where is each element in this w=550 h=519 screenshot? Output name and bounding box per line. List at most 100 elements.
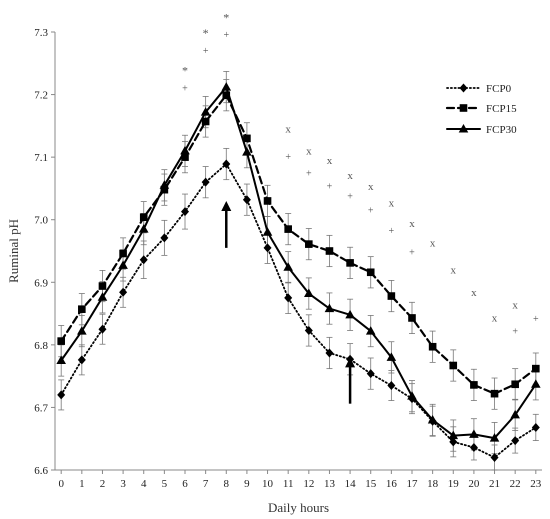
y-tick-label: 7.1 — [34, 152, 48, 164]
point-fcp15 — [532, 364, 540, 373]
point-fcp0 — [490, 452, 499, 462]
significance-cross: x — [306, 145, 312, 157]
x-tick-label: 13 — [324, 478, 336, 490]
legend-marker-fcp15 — [459, 104, 468, 112]
x-tick-label: 11 — [283, 478, 294, 490]
significance-plus: + — [368, 205, 374, 216]
x-tick-label: 15 — [365, 478, 377, 490]
point-fcp30 — [97, 292, 108, 301]
point-fcp0 — [201, 177, 210, 187]
legend-entry-fcp30: FCP30 — [446, 124, 517, 136]
significance-plus: + — [306, 168, 312, 179]
significance-plus: + — [533, 314, 539, 325]
legend-marker-fcp0 — [459, 83, 468, 93]
series-lines — [60, 86, 537, 459]
point-fcp0 — [263, 243, 272, 253]
significance-cross: x — [347, 170, 353, 182]
point-fcp15 — [98, 282, 107, 290]
x-tick-label: 16 — [386, 478, 398, 490]
point-fcp0 — [304, 325, 313, 335]
point-fcp15 — [305, 240, 313, 248]
point-fcp30 — [118, 260, 128, 269]
point-fcp30 — [200, 107, 211, 116]
point-fcp30 — [138, 224, 149, 233]
x-tick-label: 17 — [406, 478, 418, 490]
legend-label-fcp15: FCP15 — [486, 103, 517, 115]
point-fcp15 — [222, 91, 231, 99]
x-tick-label: 20 — [468, 478, 480, 490]
point-fcp30 — [469, 429, 479, 438]
x-tick-label: 21 — [489, 478, 500, 490]
feeding-arrow — [221, 200, 232, 248]
point-fcp30 — [510, 409, 520, 419]
point-fcp15 — [346, 259, 354, 267]
y-tick-label: 6.9 — [34, 277, 48, 289]
point-fcp30 — [262, 227, 273, 236]
point-fcp15 — [470, 381, 478, 389]
x-axis-title: Daily hours — [268, 500, 329, 515]
point-fcp0 — [449, 437, 458, 447]
significance-plus: + — [347, 192, 353, 203]
x-tick-label: 12 — [303, 478, 314, 490]
point-fcp30 — [304, 288, 314, 298]
point-fcp0 — [160, 233, 169, 243]
significance-plus: + — [223, 30, 229, 41]
point-fcp15 — [325, 247, 334, 255]
point-fcp15 — [160, 185, 169, 194]
y-tick-label: 7.2 — [34, 90, 48, 102]
point-fcp0 — [387, 381, 396, 391]
point-fcp0 — [77, 355, 86, 365]
x-tick-label: 8 — [224, 478, 230, 490]
y-tick-label: 7.3 — [34, 27, 48, 39]
significance-cross: x — [430, 237, 436, 249]
point-fcp30 — [448, 430, 459, 440]
feeding-arrow — [345, 357, 356, 404]
point-fcp0 — [242, 195, 251, 205]
point-fcp30 — [283, 262, 293, 271]
point-fcp15 — [139, 213, 148, 222]
x-tick-label: 10 — [262, 478, 274, 490]
y-tick-label: 6.8 — [34, 340, 48, 352]
significance-plus: + — [512, 327, 518, 338]
point-fcp0 — [119, 287, 128, 297]
point-fcp15 — [490, 389, 499, 398]
point-fcp30 — [365, 326, 376, 335]
y-tick-label: 6.7 — [34, 402, 48, 414]
point-fcp30 — [489, 433, 500, 442]
series-line-fcp0 — [60, 163, 537, 459]
y-tick-label: 7.0 — [34, 215, 48, 227]
x-tick-label: 4 — [141, 478, 147, 490]
significance-star: * — [223, 10, 229, 24]
arrow-head — [221, 200, 232, 211]
point-fcp30 — [531, 379, 541, 388]
point-fcp30 — [180, 145, 190, 155]
significance-plus: + — [327, 182, 333, 193]
point-fcp0 — [57, 390, 66, 400]
point-fcp30 — [345, 309, 355, 319]
x-tick-label: 19 — [448, 478, 460, 490]
point-fcp30 — [77, 326, 87, 335]
y-tick-label: 6.6 — [34, 465, 48, 477]
legend: FCP0 FCP15 FCP30 — [445, 83, 517, 136]
x-tick-label: 14 — [345, 478, 357, 490]
point-fcp0 — [469, 442, 478, 452]
significance-cross: x — [409, 218, 415, 230]
significance-cross: x — [451, 264, 457, 276]
point-fcp30 — [324, 303, 335, 313]
significance-star: * — [182, 64, 188, 78]
point-fcp15 — [387, 292, 396, 300]
point-fcp15 — [428, 342, 437, 351]
point-fcp30 — [407, 391, 417, 400]
significance-plus: + — [182, 83, 188, 94]
point-fcp30 — [386, 352, 397, 361]
point-fcp15 — [366, 268, 375, 277]
series-line-fcp30 — [60, 86, 537, 440]
point-fcp15 — [263, 197, 272, 205]
significance-cross: x — [512, 299, 518, 311]
legend-label-fcp0: FCP0 — [486, 83, 512, 95]
point-fcp15 — [284, 225, 292, 233]
significance-cross: x — [327, 155, 333, 167]
series-markers — [56, 82, 541, 462]
point-fcp15 — [449, 361, 458, 370]
